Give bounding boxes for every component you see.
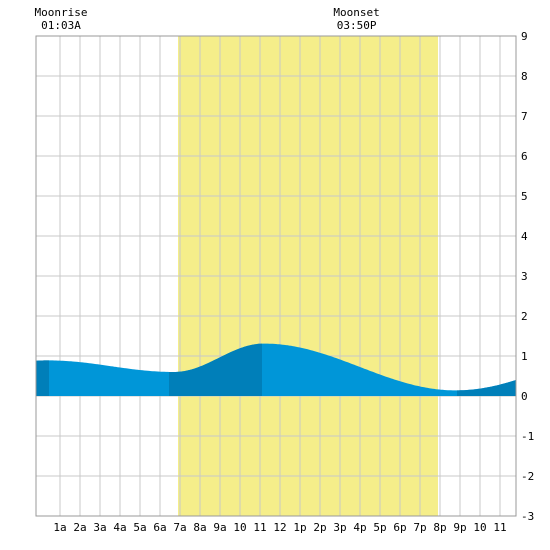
- y-tick-label: 4: [521, 230, 528, 243]
- x-tick-label: 6p: [393, 521, 406, 534]
- tide-area-light: [36, 343, 516, 396]
- x-tick-label: 8p: [433, 521, 446, 534]
- x-tick-label: 3p: [333, 521, 346, 534]
- x-tick-label: 5a: [133, 521, 146, 534]
- y-tick-label: 7: [521, 110, 528, 123]
- y-tick-label: -1: [521, 430, 534, 443]
- y-tick-label: 0: [521, 390, 528, 403]
- tide-area-dark: [457, 380, 516, 396]
- x-tick-label: 4p: [353, 521, 366, 534]
- y-tick-label: 5: [521, 190, 528, 203]
- moonset-time: 03:50P: [337, 19, 377, 32]
- x-tick-label: 2a: [73, 521, 86, 534]
- tide-area-dark: [169, 343, 262, 396]
- x-tick-label: 12: [273, 521, 286, 534]
- plot-frame: [35, 35, 517, 517]
- x-tick-label: 11: [253, 521, 266, 534]
- x-tick-label: 5p: [373, 521, 386, 534]
- x-tick-label: 10: [233, 521, 246, 534]
- moonrise-block: Moonrise 01:03A: [35, 6, 88, 32]
- x-tick-label: 11: [493, 521, 506, 534]
- tide-area-dark: [36, 360, 49, 396]
- moonrise-label: Moonrise: [35, 6, 88, 19]
- x-tick-label: 8a: [193, 521, 206, 534]
- x-tick-label: 2p: [313, 521, 326, 534]
- y-tick-label: 1: [521, 350, 528, 363]
- x-tick-label: 1p: [293, 521, 306, 534]
- x-tick-label: 4a: [113, 521, 126, 534]
- x-tick-label: 6a: [153, 521, 166, 534]
- moonset-label: Moonset: [333, 6, 379, 19]
- gridlines: [36, 35, 516, 517]
- moonset-block: Moonset 03:50P: [333, 6, 379, 32]
- y-tick-label: 8: [521, 70, 528, 83]
- y-tick-label: 3: [521, 270, 528, 283]
- y-tick-label: 6: [521, 150, 528, 163]
- x-tick-label: 3a: [93, 521, 106, 534]
- y-tick-label: -2: [521, 470, 534, 483]
- x-tick-label: 7p: [413, 521, 426, 534]
- tide-area: [36, 343, 516, 396]
- axis-layer: 1a 2a 3a 4a 5a 6a 7a 8a 9a 10 11 12 1p 2p 3p 4p 5p 6p 7p 8p…: [53, 30, 534, 534]
- y-tick-label: 9: [521, 30, 528, 43]
- x-tick-label: 7a: [173, 521, 186, 534]
- x-tick-label: 9p: [453, 521, 466, 534]
- y-tick-label: 2: [521, 310, 528, 323]
- x-tick-label: 1a: [53, 521, 66, 534]
- x-tick-label: 10: [473, 521, 486, 534]
- y-tick-label: -3: [521, 510, 534, 523]
- x-tick-label: 9a: [213, 521, 226, 534]
- moonrise-time: 01:03A: [41, 19, 81, 32]
